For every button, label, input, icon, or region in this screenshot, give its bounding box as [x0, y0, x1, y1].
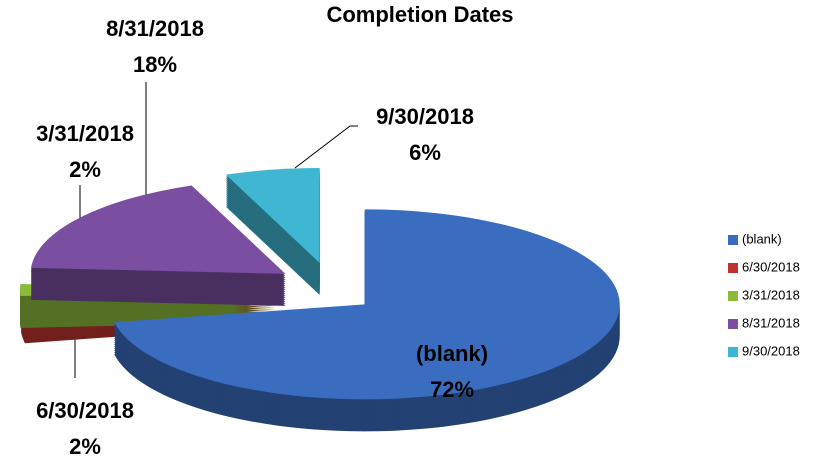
legend-label: 6/30/2018	[742, 259, 800, 274]
legend-swatch	[728, 263, 738, 273]
legend-label: 3/31/2018	[742, 287, 800, 302]
data-label-value: 72%	[430, 377, 474, 402]
pie-slice	[31, 185, 286, 274]
legend-label: 9/30/2018	[742, 343, 800, 358]
legend-label: (blank)	[742, 231, 782, 246]
legend-swatch	[728, 291, 738, 301]
data-label-category: (blank)	[416, 341, 488, 366]
legend-label: 8/31/2018	[742, 315, 800, 330]
data-label-value: 6%	[409, 140, 441, 165]
legend-swatch	[728, 319, 738, 329]
data-label-value: 18%	[133, 52, 177, 77]
pie-slice	[114, 209, 620, 400]
data-label-category: 3/31/2018	[36, 121, 134, 146]
data-label-value: 2%	[69, 157, 101, 182]
data-label-category: 8/31/2018	[106, 16, 204, 41]
data-label-category: 6/30/2018	[36, 398, 134, 423]
legend-swatch	[728, 235, 738, 245]
data-label-value: 2%	[69, 434, 101, 459]
legend-swatch	[728, 347, 738, 357]
chart-title: Completion Dates	[326, 2, 513, 27]
data-label-category: 9/30/2018	[376, 104, 474, 129]
pie-slice	[225, 167, 320, 263]
leader-line	[294, 125, 358, 169]
